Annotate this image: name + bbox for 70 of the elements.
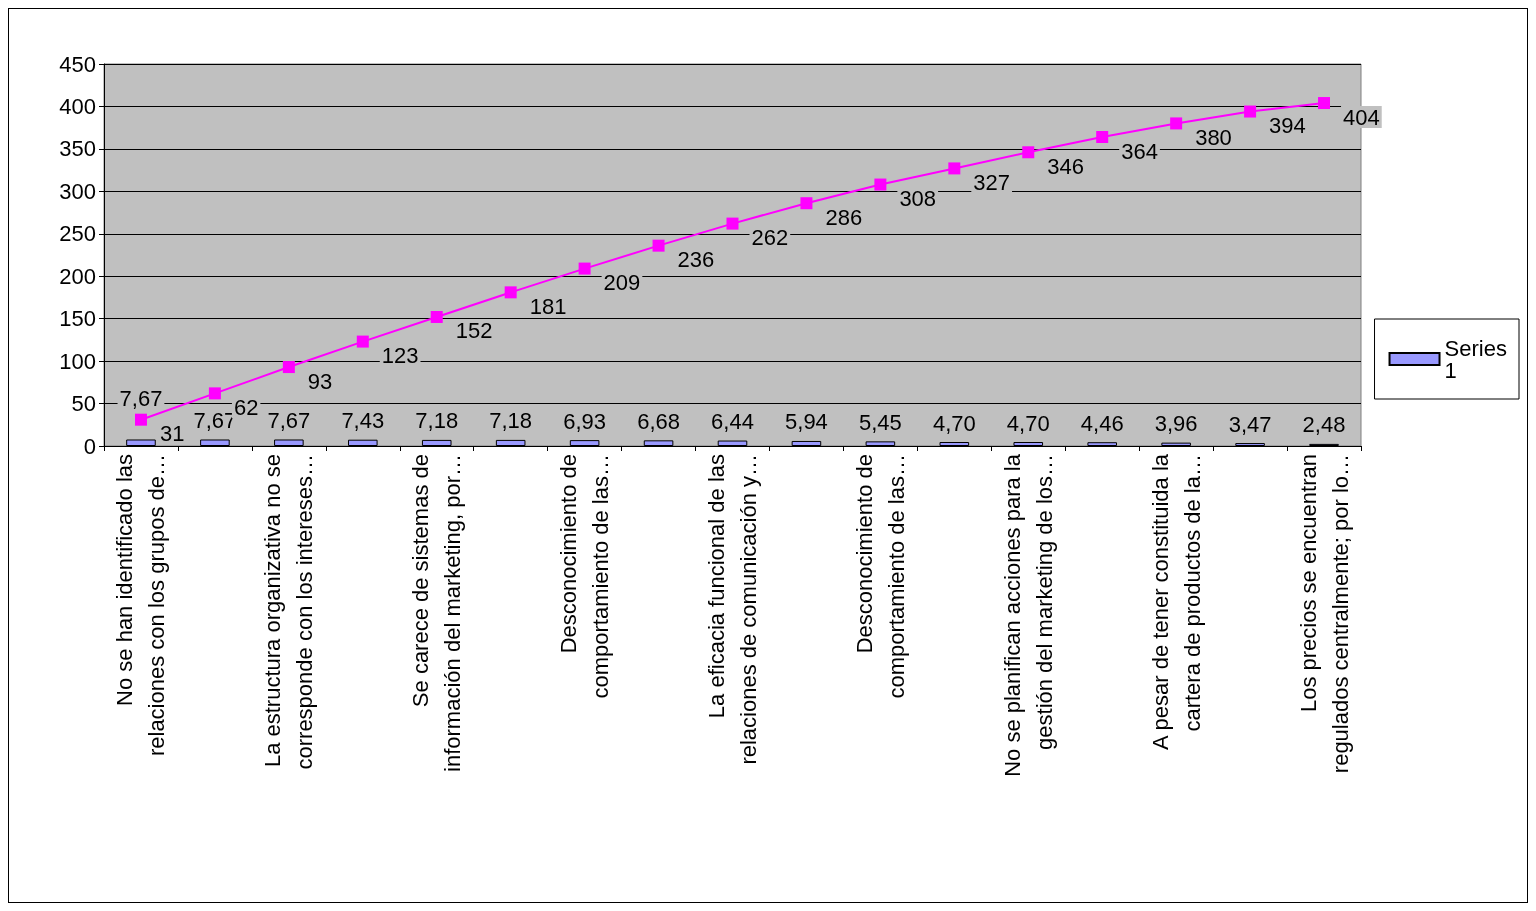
data-label: 364 [1121, 138, 1158, 164]
data-label: 262 [751, 225, 789, 251]
data-label: 4,70 [932, 410, 976, 436]
data-label: 3,47 [1228, 411, 1272, 437]
point [504, 286, 517, 299]
data-label: 7,67 [119, 385, 163, 411]
data-label: 31 [159, 421, 185, 447]
data-label: 6,93 [563, 408, 607, 434]
y-tick-label: 450 [59, 51, 96, 77]
point [1096, 131, 1109, 143]
point [134, 413, 147, 426]
x-tick-label: No se han identificado las relaciones con los grupos de… [112, 454, 170, 757]
data-label: 286 [825, 204, 863, 230]
y-tick-label: 250 [59, 221, 96, 247]
x-tick-label: A pesar de tener constituida la cartera de productos de la… [1147, 453, 1205, 750]
x-tick-label: No se planifican acciones para la gestión del marketing de los… [999, 453, 1057, 777]
point [948, 162, 961, 175]
point [208, 387, 221, 400]
y-tick-label: 200 [59, 263, 96, 289]
point [874, 178, 887, 191]
y-tick-label: 300 [59, 178, 96, 204]
data-label: 404 [1343, 104, 1380, 130]
data-label: 62 [233, 394, 259, 420]
point [1022, 146, 1035, 159]
x-tick-label: Los precios se encuentran regulados centralmente; por lo… [1295, 454, 1353, 774]
data-label: 7,67 [267, 407, 311, 433]
data-label: 380 [1195, 124, 1232, 150]
x-tick-label: La eficacia funcional de las relaciones de comunicación y… [704, 454, 761, 765]
data-label: 123 [381, 343, 419, 369]
point [800, 197, 813, 210]
data-label: 394 [1269, 113, 1306, 139]
data-label: 327 [973, 169, 1011, 195]
x-tick-label: Se carece de sistemas de información del marketing, por… [408, 454, 466, 772]
data-label: 152 [455, 318, 493, 344]
point [578, 262, 591, 275]
data-label: 3,96 [1154, 411, 1198, 437]
data-label: 5,45 [858, 409, 902, 435]
y-tick-label: 400 [59, 93, 96, 119]
data-label: 181 [529, 293, 567, 319]
data-label: 236 [677, 247, 715, 273]
x-tick-label: La estructura organizativa no se corresponde con los intereses… [260, 454, 318, 770]
y-tick-label: 100 [59, 348, 96, 374]
data-label: 4,46 [1080, 410, 1124, 436]
data-label: 7,18 [415, 408, 459, 434]
legend-label: Series 1 [1444, 335, 1514, 383]
y-tick-label: 350 [59, 136, 96, 162]
y-tick-label: 50 [71, 391, 96, 417]
data-label: 6,44 [711, 409, 754, 435]
data-label: 209 [603, 270, 641, 296]
point [652, 239, 665, 252]
point [726, 217, 739, 230]
point [430, 310, 443, 323]
data-label: 7,43 [341, 408, 385, 434]
y-tick-label: 150 [59, 306, 96, 332]
data-label: 4,70 [1006, 410, 1050, 436]
point [1170, 117, 1183, 130]
x-tick-label: Desconocimiento de comportamiento de las… [556, 454, 614, 699]
point [1244, 105, 1257, 118]
data-label: 308 [899, 186, 937, 212]
data-label: 93 [307, 368, 333, 394]
data-label: 7,18 [489, 408, 533, 434]
data-label: 6,68 [637, 408, 680, 434]
x-tick-label: Desconocimiento de comportamiento de las… [851, 454, 909, 699]
point [282, 361, 295, 374]
point [356, 335, 369, 348]
data-label: 5,94 [785, 409, 828, 435]
y-tick-label: 0 [83, 433, 96, 459]
data-label: 346 [1047, 153, 1084, 179]
point [1318, 97, 1331, 110]
data-label: 2,48 [1302, 412, 1346, 438]
